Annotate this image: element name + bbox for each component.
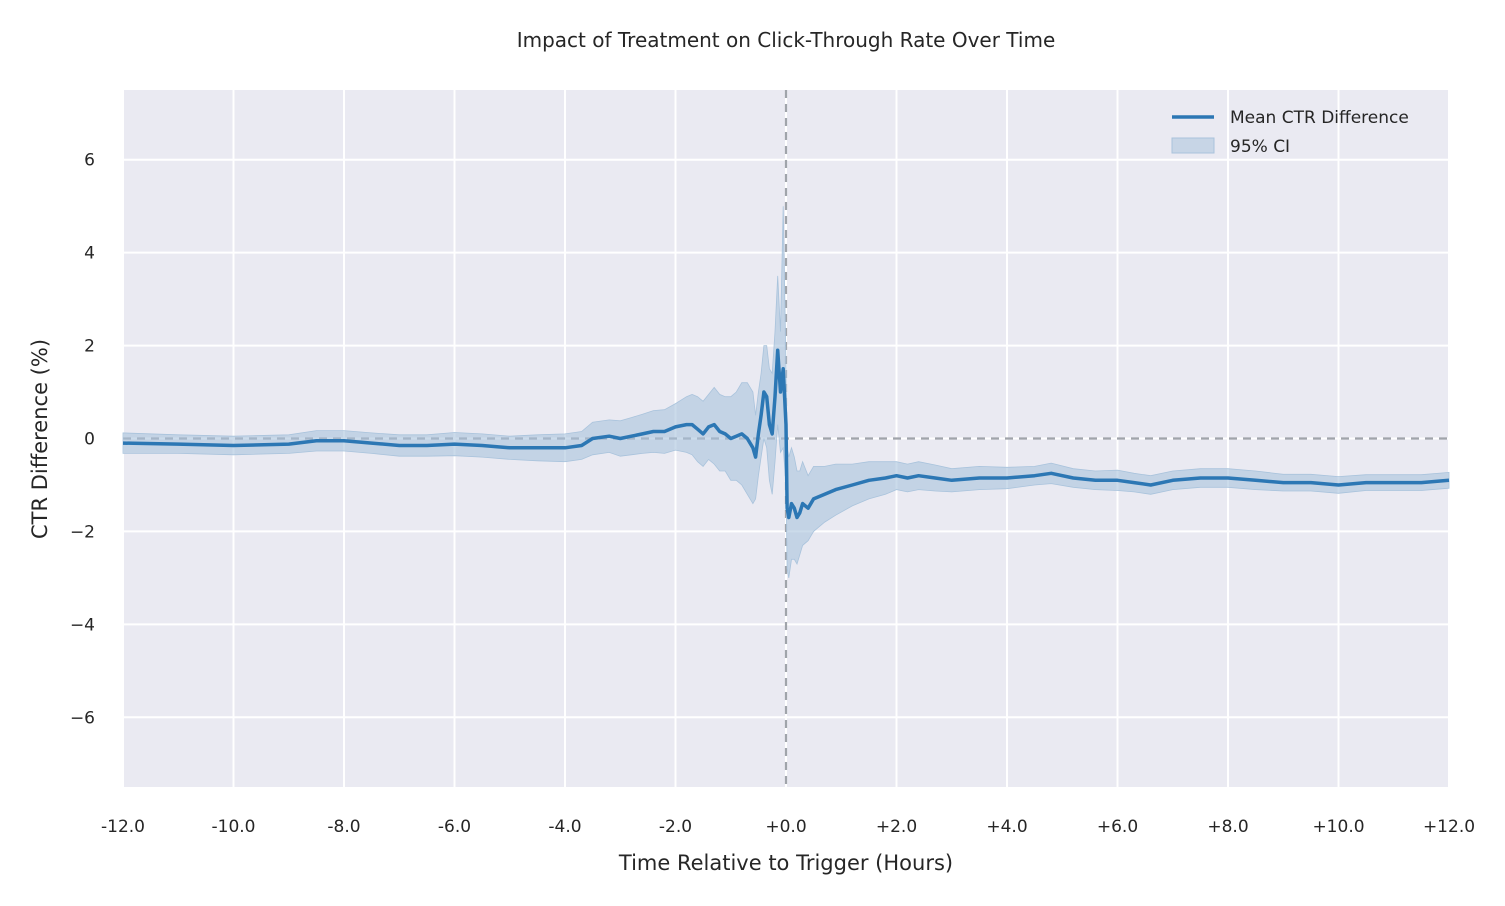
legend-band-swatch (1171, 137, 1215, 154)
x-tick-label: +6.0 (1097, 817, 1138, 837)
y-tick-label: 2 (84, 337, 95, 357)
x-tick-label: +10.0 (1312, 817, 1364, 837)
y-tick-label: 6 (84, 151, 95, 171)
y-tick-label: 0 (84, 430, 95, 450)
y-tick-label: −4 (70, 615, 95, 635)
tick-labels: -12.0 -10.0 -8.0 -6.0 -4.0 -2.0 +0.0 +2.0 +4.0 +6… (70, 151, 1475, 837)
x-tick-label: +2.0 (876, 817, 917, 837)
x-tick-label: +8.0 (1207, 817, 1248, 837)
x-tick-label: -8.0 (327, 817, 360, 837)
x-axis-label: Time Relative to Trigger (Hours) (618, 851, 953, 875)
y-tick-label: 4 (84, 244, 95, 264)
x-tick-label: -10.0 (212, 817, 256, 837)
x-tick-label: -2.0 (659, 817, 692, 837)
x-tick-label: +4.0 (986, 817, 1027, 837)
x-tick-label: +12.0 (1423, 817, 1475, 837)
x-tick-label: -12.0 (101, 817, 145, 837)
x-tick-label: -6.0 (438, 817, 471, 837)
y-tick-label: −6 (70, 708, 95, 728)
legend-label-mean: Mean CTR Difference (1230, 108, 1409, 128)
y-tick-label: −2 (70, 522, 95, 542)
chart-title: Impact of Treatment on Click-Through Rat… (517, 28, 1056, 52)
legend-label-ci: 95% CI (1230, 137, 1290, 157)
mean-ctr-line (122, 348, 1450, 520)
y-axis-label: CTR Difference (%) (28, 339, 52, 539)
legend: Mean CTR Difference 95% CI (1171, 108, 1409, 157)
x-tick-label: -4.0 (548, 817, 581, 837)
x-tick-label: +0.0 (765, 817, 806, 837)
